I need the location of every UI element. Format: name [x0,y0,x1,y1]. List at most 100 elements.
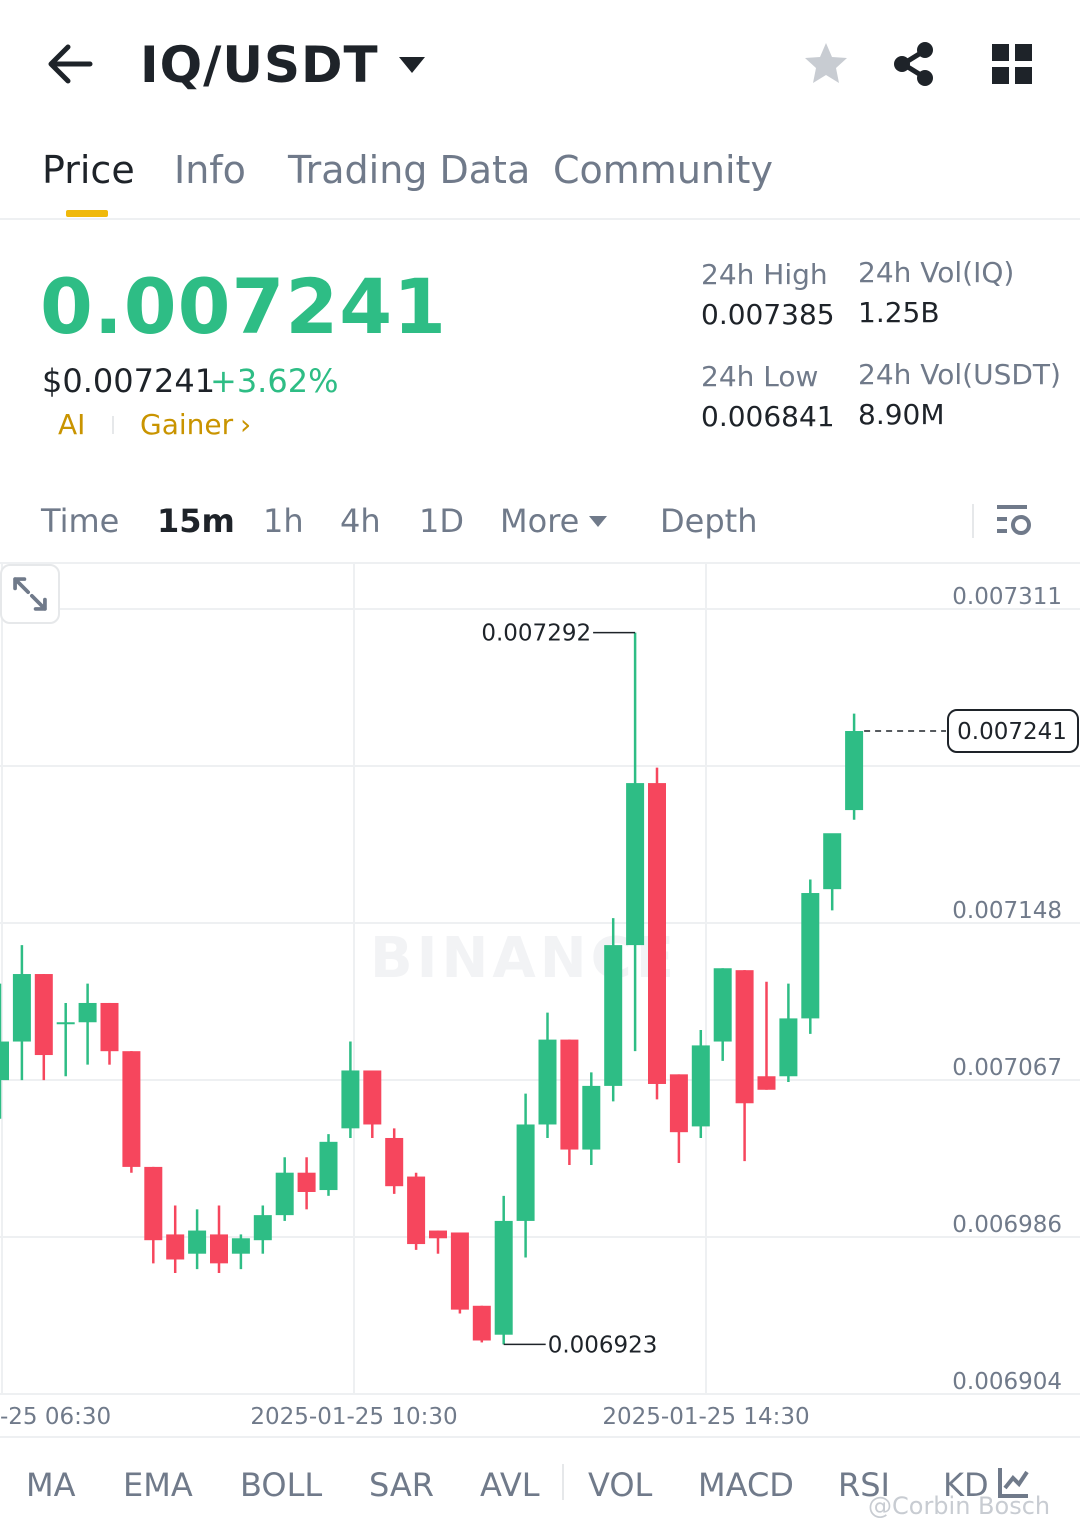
watermark-credit: @Corbin Bosch [868,1492,1051,1520]
candle [275,1157,294,1221]
candlestick-chart[interactable]: BINANCE 0.007311 0.007148 0.007067 0.006… [0,564,1080,1434]
tab-trading-data[interactable]: Trading Data [288,148,531,192]
indicator-ma[interactable]: MA [26,1466,76,1504]
candle [691,1029,710,1138]
candle-body [122,1051,141,1167]
candle-body [560,1039,579,1150]
x-tick-label: -25 06:30 [0,1404,111,1430]
candle [779,983,798,1083]
candle-body [341,1070,360,1129]
low-label: 24h Low [701,360,819,393]
candle-body [604,945,623,1086]
candle-body [691,1045,710,1127]
caret-down-icon [398,57,425,73]
y-tick-label: 0.007148 [952,898,1062,924]
interval-more[interactable]: More [500,502,608,540]
pair-selector[interactable]: IQ/USDT [140,36,425,94]
low-value: 0.006841 [701,400,835,433]
main-tabs: Price Info Trading Data Community [0,130,1080,220]
candle [144,1166,163,1264]
tag-divider [112,416,114,434]
expand-icon[interactable] [0,564,60,624]
indicator-sar[interactable]: SAR [369,1466,435,1504]
indicator-divider [562,1464,564,1500]
candle [626,632,645,1052]
candle [12,945,31,1081]
vol-base-label: 24h Vol(IQ) [858,256,1015,289]
candle [253,1205,272,1254]
candle [341,1041,360,1138]
top-bar: IQ/USDT [0,0,1080,130]
candle [407,1172,426,1250]
candle-body [12,974,31,1042]
active-tab-indicator [66,210,108,217]
candle [166,1205,185,1273]
indicator-ema[interactable]: EMA [123,1466,193,1504]
star-icon[interactable] [802,40,850,88]
more-label: More [500,502,580,540]
indicator-rsi[interactable]: RSI [838,1466,890,1504]
grid-icon[interactable] [988,40,1036,88]
candle [78,983,97,1065]
interval-15m[interactable]: 15m [157,502,235,540]
depth-tab[interactable]: Depth [660,502,758,540]
indicator-vol[interactable]: VOL [588,1466,653,1504]
candle-body [34,974,53,1056]
candle-body [494,1220,513,1335]
y-tick-label: 0.007311 [952,584,1062,610]
candle-body [713,968,732,1042]
indicator-kd[interactable]: KD [943,1466,989,1504]
x-tick-label: 2025-01-25 14:30 [602,1404,809,1430]
indicator-settings-icon[interactable] [996,1464,1032,1500]
interval-1d[interactable]: 1D [419,502,464,540]
indicator-avl[interactable]: AVL [480,1466,540,1504]
y-tick-label: 0.006904 [952,1369,1062,1395]
interval-4h[interactable]: 4h [340,502,381,540]
candle [845,713,864,820]
candle-body [0,1041,9,1081]
interval-bar: Time 15m 1h 4h 1D More Depth [0,480,1080,564]
tab-info[interactable]: Info [174,148,246,192]
interval-time[interactable]: Time [41,502,120,540]
indicator-macd[interactable]: MACD [698,1466,794,1504]
tab-price[interactable]: Price [42,148,135,192]
candle [297,1157,316,1210]
back-arrow-icon[interactable] [44,40,96,88]
candle [648,767,666,1100]
indicator-bar: MA EMA BOLL SAR AVL VOL MACD RSI KD @Cor… [0,1436,1080,1528]
candle [34,974,53,1081]
candle [713,968,732,1061]
share-icon[interactable] [890,40,938,88]
interval-1h[interactable]: 1h [263,502,304,540]
candle [516,1093,535,1258]
candle-body [626,783,645,946]
candle-body [516,1124,535,1221]
candle [669,1074,688,1164]
tag-gainer[interactable]: Gainer [140,408,234,441]
x-tick-label: 2025-01-25 10:30 [250,1404,457,1430]
candle-body [669,1074,688,1133]
candle-body [801,893,820,1019]
candle-body [407,1176,426,1245]
chevron-right-icon[interactable]: › [240,408,252,441]
tag-ai[interactable]: AI [58,408,86,441]
candle [494,1195,513,1345]
candle-body [231,1238,250,1254]
candle [429,1230,447,1254]
tab-community[interactable]: Community [553,148,773,192]
candle [319,1134,338,1196]
vol-quote-value: 8.90M [858,398,945,431]
last-price-label: 0.007241 [957,719,1067,745]
candle-body [363,1070,382,1125]
chart-settings-icon[interactable] [994,500,1034,540]
watermark: BINANCE [370,926,678,991]
candle [472,1305,491,1343]
candle-body [188,1230,207,1254]
min-price-annotation: 0.006923 [548,1332,658,1358]
indicator-boll[interactable]: BOLL [240,1466,323,1504]
candle-body [253,1215,272,1241]
change-percent: +3.62% [210,362,339,400]
vol-base-value: 1.25B [858,296,940,329]
candle-body [166,1234,185,1260]
candle-body [472,1305,491,1341]
